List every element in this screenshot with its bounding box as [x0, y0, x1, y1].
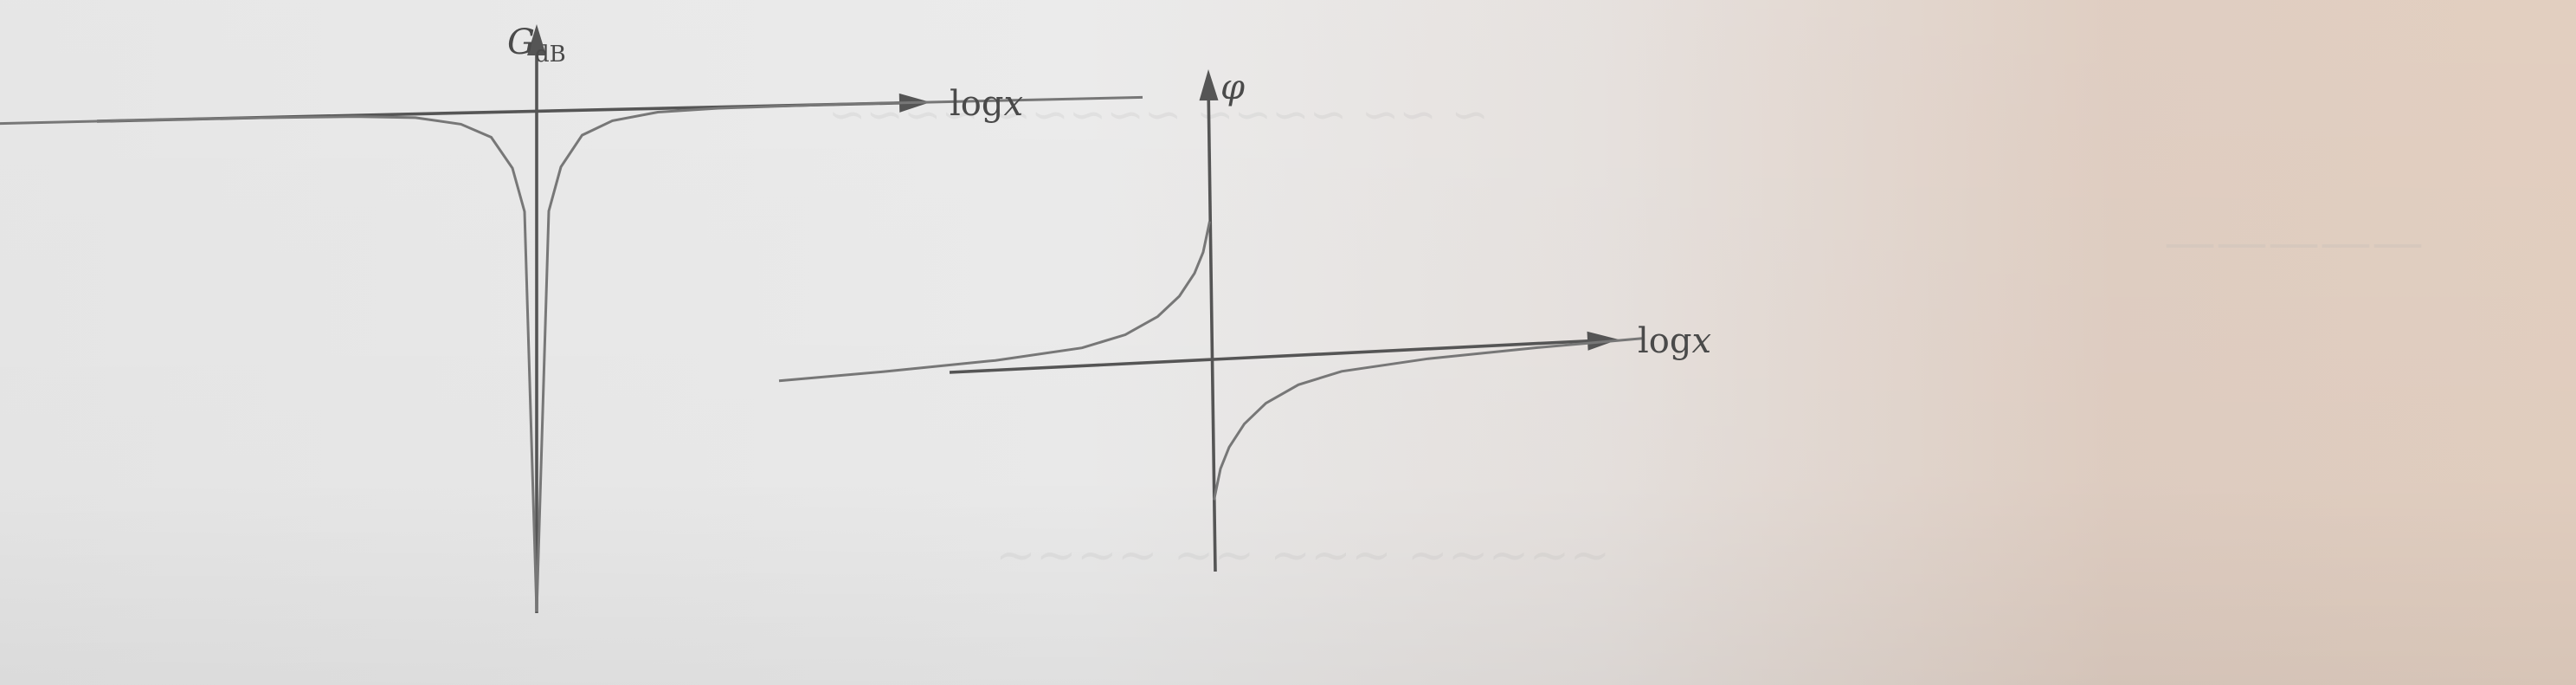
show-through-texture: ~ ~~ ~~~~ ~~~~~ ~~~~ ————— ~~~~ ~~ ~~~ ~… — [828, 89, 2424, 584]
magnitude-series-line — [0, 95, 1143, 612]
phase-y-axis-label: φ — [1220, 68, 1245, 107]
phase-series-left-branch — [778, 221, 1211, 383]
magnitude-x-axis-label: logx — [950, 84, 1023, 124]
svg-text:~ ~~ ~~~~ ~~~~~ ~~~~: ~ ~~ ~~~~ ~~~~~ ~~~~ — [828, 89, 1489, 141]
phase-series-right-branch — [1213, 337, 1645, 501]
svg-text:—————: ————— — [2164, 212, 2424, 273]
phase-y-axis-arrowhead — [1199, 69, 1219, 101]
magnitude-y-axis-arrowhead — [527, 24, 546, 55]
phase-plot: φ logx — [778, 68, 1711, 572]
phase-x-axis-label: logx — [1638, 321, 1711, 361]
magnitude-plot: GdB logx — [0, 23, 1143, 613]
phase-x-axis — [949, 339, 1602, 374]
phase-y-axis — [1207, 84, 1217, 572]
svg-text:~~~~ ~~ ~~~ ~~~~~: ~~~~ ~~ ~~~ ~~~~~ — [995, 527, 1610, 584]
magnitude-y-axis-label: GdB — [507, 23, 566, 68]
